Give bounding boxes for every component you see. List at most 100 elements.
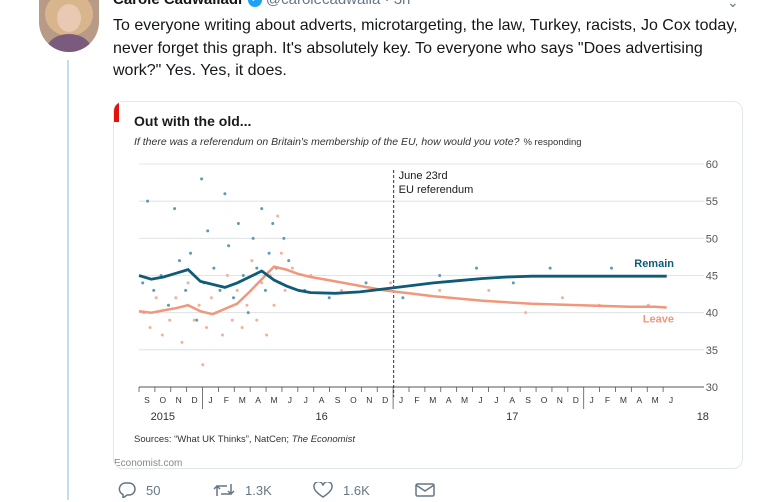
leave-poll-dot xyxy=(524,311,528,315)
tweet-time[interactable]: 3h xyxy=(394,0,411,8)
remain-poll-dot xyxy=(212,266,216,270)
message-button[interactable] xyxy=(415,482,435,498)
like-icon xyxy=(313,482,333,498)
leave-poll-dot xyxy=(174,296,178,300)
x-tick-label: M xyxy=(652,395,659,405)
x-tick-label: D xyxy=(382,395,388,405)
retweet-count: 1.3K xyxy=(245,482,272,498)
y-tick-label: 45 xyxy=(706,271,718,283)
y-tick-label: 30 xyxy=(706,382,718,394)
remain-poll-dot xyxy=(189,251,193,255)
chart-card[interactable]: Out with the old... If there was a refer… xyxy=(113,101,743,469)
x-tick-label: J xyxy=(288,395,292,405)
x-tick-label: O xyxy=(541,395,548,405)
leave-poll-dot xyxy=(209,296,213,300)
author-name[interactable]: Carole Cadwalladr xyxy=(113,0,244,8)
accent-bar xyxy=(114,102,119,122)
x-tick-label: F xyxy=(605,395,610,405)
retweet-icon xyxy=(213,484,235,496)
y-tick-label: 40 xyxy=(706,308,718,320)
leave-poll-dot xyxy=(192,318,196,322)
remain-poll-dot xyxy=(223,192,227,196)
x-tick-label: S xyxy=(335,395,341,405)
leave-poll-dot xyxy=(245,303,249,307)
chart-source-italic: The Economist xyxy=(292,434,356,445)
x-year-label: 18 xyxy=(697,411,709,423)
remain-poll-dot xyxy=(200,177,204,181)
leave-poll-dot xyxy=(197,303,201,307)
x-year-label: 17 xyxy=(506,411,518,423)
x-tick-label: M xyxy=(239,395,246,405)
remain-series-label: Remain xyxy=(634,258,674,270)
remain-poll-dot xyxy=(255,266,259,270)
y-tick-label: 50 xyxy=(706,233,718,245)
chart-title: Out with the old... xyxy=(134,113,251,129)
chart-subtitle: If there was a referendum on Britain's m… xyxy=(134,136,582,148)
leave-poll-dot xyxy=(205,326,208,330)
avatar[interactable] xyxy=(39,0,99,52)
x-tick-label: A xyxy=(446,395,452,405)
x-year-label: 2015 xyxy=(151,411,175,423)
leave-poll-dot xyxy=(279,251,283,255)
separator: · xyxy=(385,0,390,8)
remain-poll-dot xyxy=(241,274,245,277)
leave-line xyxy=(138,265,667,316)
remain-poll-dot xyxy=(401,296,405,300)
x-tick-label: D xyxy=(192,395,198,405)
leave-poll-dot xyxy=(272,303,276,307)
remain-poll-dot xyxy=(263,288,267,292)
leave-poll-dot xyxy=(235,288,239,292)
remain-poll-dot xyxy=(195,318,199,322)
leave-poll-dot xyxy=(201,363,205,367)
remain-line xyxy=(138,268,667,295)
x-tick-label: F xyxy=(414,395,419,405)
remain-poll-dot xyxy=(178,259,181,263)
x-tick-label: S xyxy=(144,395,150,405)
remain-poll-dots xyxy=(141,177,613,322)
like-button[interactable]: 1.6K xyxy=(313,482,370,498)
remain-poll-dot xyxy=(232,296,235,300)
remain-poll-dot xyxy=(438,274,442,277)
chart-footer: Economist.com xyxy=(114,458,182,468)
remain-poll-dot xyxy=(146,199,150,203)
x-tick-label: J xyxy=(478,395,482,405)
author-handle[interactable]: @carolecadwalla xyxy=(266,0,380,8)
like-count: 1.6K xyxy=(343,482,370,498)
x-tick-label: J xyxy=(669,395,673,405)
x-tick-label: J xyxy=(399,395,403,405)
remain-poll-dot xyxy=(610,266,613,270)
x-tick-label: O xyxy=(160,395,167,405)
remain-poll-dot xyxy=(246,311,250,315)
gridlines xyxy=(139,163,704,388)
leave-poll-dot xyxy=(180,340,184,344)
x-tick-label: S xyxy=(525,395,531,405)
x-tick-label: M xyxy=(270,395,277,405)
reply-button[interactable]: 50 xyxy=(118,482,160,498)
x-tick-label: M xyxy=(429,395,436,405)
chart-source-text: Sources: “What UK Thinks”, NatCen; xyxy=(134,434,292,445)
message-icon xyxy=(415,483,435,497)
leave-poll-dot xyxy=(154,296,158,300)
y-tick-labels: 30 35 40 45 50 55 60 xyxy=(706,159,718,394)
leave-poll-dot xyxy=(240,326,244,330)
leave-series-label: Leave xyxy=(643,313,674,325)
tweet-actions: 50 1.3K 1.6K xyxy=(113,482,533,502)
remain-poll-dot xyxy=(271,221,275,225)
y-tick-label: 55 xyxy=(706,196,718,208)
leave-poll-dot xyxy=(560,296,564,300)
remain-poll-dot xyxy=(206,229,210,233)
remain-poll-dot xyxy=(260,207,264,211)
retweet-button[interactable]: 1.3K xyxy=(213,482,272,498)
leave-poll-dot xyxy=(438,288,442,292)
referendum-annotation-label: EU referendum xyxy=(399,184,474,196)
leave-poll-dot xyxy=(276,214,280,218)
remain-poll-dot xyxy=(227,244,231,248)
x-tick-label: A xyxy=(255,395,261,405)
verified-badge-icon: ✓ xyxy=(247,0,262,8)
chevron-down-icon[interactable]: ⌄ xyxy=(727,0,739,10)
remain-poll-dot xyxy=(282,236,286,240)
remain-poll-dot xyxy=(327,296,331,300)
remain-poll-dot xyxy=(152,288,156,292)
y-tick-label: 60 xyxy=(706,159,718,171)
